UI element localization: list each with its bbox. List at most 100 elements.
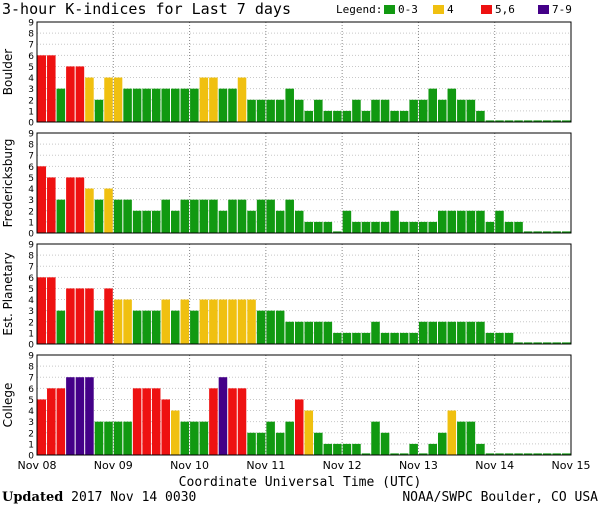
- bar-est-planetary-2: [56, 310, 66, 344]
- y-tick-label: 1: [28, 329, 34, 339]
- y-tick-label: 9: [28, 352, 34, 362]
- y-tick-label: 8: [28, 252, 34, 262]
- y-tick-label: 5: [28, 285, 34, 295]
- bar-fredericksburg-54: [552, 231, 561, 233]
- bar-fredericksburg-27: [294, 210, 304, 233]
- bar-est-planetary-12: [151, 310, 161, 344]
- bar-fredericksburg-13: [161, 199, 170, 233]
- bar-college-24: [266, 421, 275, 455]
- y-tick-label: 6: [28, 52, 34, 62]
- bar-boulder-26: [285, 88, 294, 122]
- x-tick-label: Nov 08: [18, 459, 57, 472]
- bar-est-planetary-44: [457, 321, 466, 344]
- y-tick-label: 5: [28, 174, 34, 184]
- y-tick-label: 9: [28, 130, 34, 140]
- legend-item-0-3: 0-3: [398, 3, 418, 16]
- bar-college-35: [371, 421, 380, 455]
- bar-college-10: [132, 388, 142, 455]
- bar-college-6: [94, 421, 104, 455]
- bar-college-14: [171, 410, 180, 455]
- bar-est-planetary-52: [533, 342, 542, 344]
- bar-college-30: [323, 443, 333, 455]
- bar-college-37: [390, 453, 399, 455]
- bar-college-22: [247, 432, 256, 455]
- y-tick-label: 0: [28, 341, 34, 351]
- bar-fredericksburg-26: [285, 199, 294, 233]
- bar-boulder-52: [533, 120, 542, 122]
- bar-college-41: [428, 443, 437, 455]
- bar-boulder-8: [113, 77, 123, 122]
- bar-fredericksburg-10: [132, 210, 142, 233]
- bar-boulder-42: [438, 99, 447, 122]
- bar-boulder-45: [466, 99, 476, 122]
- bar-est-planetary-46: [476, 321, 485, 344]
- y-tick-label: 9: [28, 19, 34, 29]
- bar-college-40: [418, 453, 428, 455]
- bar-fredericksburg-55: [561, 231, 571, 233]
- legend-item-4: 4: [447, 3, 454, 16]
- bar-fredericksburg-46: [476, 210, 485, 233]
- bar-boulder-53: [542, 120, 552, 122]
- bar-fredericksburg-4: [75, 177, 85, 233]
- bar-est-planetary-22: [247, 299, 256, 344]
- y-tick-label: 5: [28, 396, 34, 406]
- bar-fredericksburg-5: [85, 188, 94, 233]
- bar-boulder-39: [409, 99, 418, 122]
- bar-boulder-5: [85, 77, 94, 122]
- bar-est-planetary-48: [495, 332, 504, 344]
- bar-boulder-55: [561, 120, 571, 122]
- bar-est-planetary-15: [180, 299, 190, 344]
- bar-est-planetary-29: [314, 321, 323, 344]
- bar-college-54: [552, 453, 561, 455]
- bar-est-planetary-7: [104, 288, 113, 344]
- bar-boulder-16: [190, 88, 199, 122]
- bar-fredericksburg-11: [142, 210, 151, 233]
- bar-boulder-35: [371, 99, 380, 122]
- bar-est-planetary-4: [75, 288, 85, 344]
- y-tick-label: 4: [28, 407, 34, 417]
- panel-label-est-planetary: Est. Planetary: [1, 252, 15, 335]
- bar-est-planetary-39: [409, 332, 418, 344]
- bar-college-42: [438, 432, 447, 455]
- bar-est-planetary-28: [304, 321, 314, 344]
- bar-boulder-38: [399, 110, 409, 122]
- bar-fredericksburg-43: [447, 210, 457, 233]
- bar-fredericksburg-37: [390, 210, 399, 233]
- legend-item-5-6: 5,6: [495, 3, 515, 16]
- bar-fredericksburg-19: [218, 210, 228, 233]
- bar-fredericksburg-12: [151, 210, 161, 233]
- panel-frame: [36, 21, 572, 123]
- y-tick-label: 2: [28, 207, 34, 217]
- bar-fredericksburg-24: [266, 199, 275, 233]
- bar-college-2: [56, 388, 66, 455]
- bar-est-planetary-35: [371, 321, 380, 344]
- bar-boulder-44: [457, 99, 466, 122]
- bar-boulder-41: [428, 88, 437, 122]
- bar-boulder-54: [552, 120, 561, 122]
- bar-est-planetary-24: [266, 310, 275, 344]
- bar-fredericksburg-35: [371, 221, 380, 233]
- bar-est-planetary-25: [275, 310, 285, 344]
- bar-college-45: [466, 421, 476, 455]
- bar-college-51: [523, 453, 533, 455]
- bar-est-planetary-20: [228, 299, 237, 344]
- y-tick-label: 2: [28, 318, 34, 328]
- bar-est-planetary-23: [256, 310, 266, 344]
- y-tick-label: 0: [28, 230, 34, 240]
- bar-college-15: [180, 421, 190, 455]
- bar-college-39: [409, 443, 418, 455]
- y-tick-label: 1: [28, 440, 34, 450]
- bar-est-planetary-33: [352, 332, 361, 344]
- bar-college-11: [142, 388, 151, 455]
- bar-fredericksburg-21: [237, 199, 247, 233]
- panel-label-college: College: [1, 383, 15, 428]
- bar-boulder-19: [218, 88, 228, 122]
- bar-est-planetary-5: [85, 288, 94, 344]
- updated-stamp: Updated 2017 Nov 14 0030: [2, 490, 196, 505]
- bar-fredericksburg-49: [504, 221, 514, 233]
- bar-boulder-43: [447, 88, 457, 122]
- bar-fredericksburg-50: [514, 221, 523, 233]
- bar-fredericksburg-52: [533, 231, 542, 233]
- bar-boulder-17: [199, 77, 209, 122]
